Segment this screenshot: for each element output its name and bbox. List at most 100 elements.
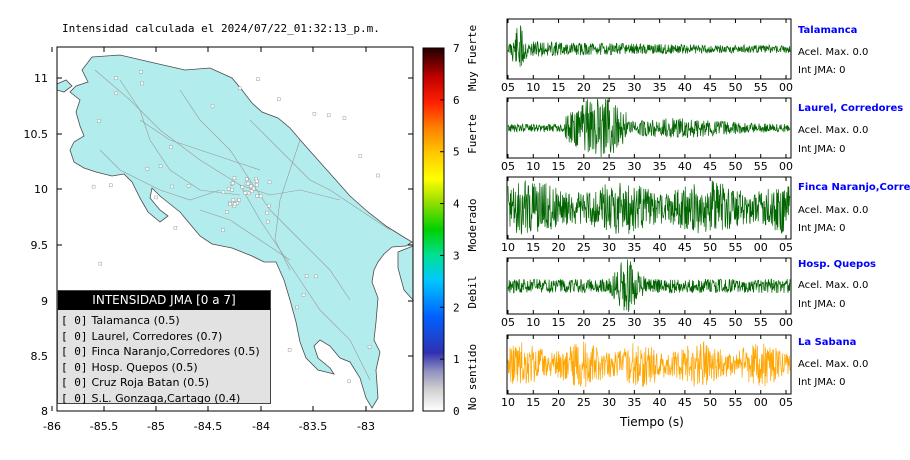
town-dot [267,203,271,208]
town-dot [225,210,229,214]
trace-station-name: La Sabana [798,337,857,348]
legend-row: [ 0] Cruz Roja Batan (0.5) [61,376,210,389]
town-dot [109,183,113,188]
map-title: Intensidad calculada el 2024/07/22_01:32… [62,22,380,35]
town-dot [98,261,103,266]
town-dot [221,228,225,232]
town-dot [173,226,178,230]
town-dot [277,97,281,101]
legend-row: [ 0] S.L. Gonzaga,Cartago (0.4) [61,391,241,405]
colorbar-tick-label: 1 [453,353,460,366]
colorbar-tick-label: 5 [453,146,460,159]
x-tick-label: -85 [147,420,165,433]
town-dot [170,184,174,189]
trace-int-jma: Int JMA: 0 [798,223,846,234]
town-dot [347,379,351,384]
legend-row: [ 0] Finca Naranjo,Corredores (0.5) [61,345,260,358]
town-dot [154,195,158,200]
town-dot [232,176,237,180]
legend-row: [ 0] Hosp. Quepos (0.5) [61,360,198,374]
trace-acel-max: Acel. Max. 0.0 [798,280,869,291]
town-dot [186,184,191,188]
trace-acel-max: Acel. Max. 0.0 [798,359,869,370]
town-dot [295,305,299,310]
intensity-legend: INTENSIDAD JMA [0 a 7] [ 0] Talamanca (0.… [57,290,271,406]
town-dot [228,202,232,206]
town-dot [97,119,101,123]
neighbor-land [397,245,414,302]
town-dot [114,76,118,80]
town-dot [358,154,363,158]
trace-station-name: Hosp. Quepos [798,259,877,270]
y-tick-label: 8.5 [31,350,49,363]
town-dot [304,274,309,278]
colorbar-tick-label: 0 [453,405,460,418]
town-dot [256,77,260,81]
map-x-axis: -86 -85.5 -85 -84.5 -84 -83.5 -83 [43,47,375,433]
town-dot [237,198,241,202]
traces-x-axis-title: Tiempo (s) [620,415,684,429]
x-tick-label: -84.5 [194,420,222,433]
y-tick-label: 9.5 [31,239,49,252]
y-tick-label: 11 [34,72,48,85]
trace-int-jma: Int JMA: 0 [798,65,846,76]
town-dot [287,348,292,352]
trace-int-jma: Int JMA: 0 [798,144,846,155]
town-dot [250,189,254,193]
x-tick-label: -85.5 [90,420,118,433]
town-dot [245,177,249,181]
trace-station-name: Finca Naranjo,Corredores [798,182,910,193]
town-dot [312,111,317,116]
colorbar-category-label: No sentido [466,344,479,410]
town-dot [255,183,259,187]
y-tick-label: 8 [41,405,48,418]
y-tick-label: 10 [34,183,48,196]
colorbar-tick-label: 3 [453,249,460,262]
town-dot [342,116,347,120]
town-dot [139,70,143,74]
town-dot [314,274,318,279]
colorbar-category-label: Muy Fuerte [466,25,479,91]
town-dot [145,167,150,171]
legend-title: INTENSIDAD JMA [0 a 7] [58,291,270,310]
town-dot [238,86,242,90]
town-dot [367,345,372,349]
town-dot [221,190,226,194]
town-dot [231,197,236,202]
town-dot [245,181,250,186]
town-dot [158,164,163,168]
town-dot [243,191,248,195]
x-tick-label: -83 [357,420,375,433]
x-tick-label: -84 [252,420,270,433]
town-dot [251,186,256,191]
colorbar-category-label: Moderado [466,199,479,252]
trace-acel-max: Acel. Max. 0.0 [798,205,869,216]
trace-acel-max: Acel. Max. 0.0 [798,125,869,136]
town-dot [91,184,96,189]
town-dot [233,202,237,206]
y-tick-label: 9 [41,295,48,308]
trace-int-jma: Int JMA: 0 [798,377,846,388]
trace-station-name: Talamanca [798,25,858,36]
town-dot [265,210,269,215]
colorbar-category-label: Debil [466,275,479,308]
legend-row: [ 0] Laurel, Corredores (0.7) [61,329,223,343]
town-dot [301,293,306,297]
town-dot [376,173,380,178]
town-dot [226,187,231,191]
town-dot [267,180,272,184]
legend-rows: [ 0] Talamanca (0.5) [ 0] Laurel, Corredor… [61,313,260,406]
town-dot [114,91,119,96]
legend-row: [ 0] Talamanca (0.5) [61,314,180,327]
trace-int-jma: Int JMA: 0 [798,299,846,310]
colorbar-tick-label: 7 [453,42,460,55]
colorbar-category-label: Fuerte [466,114,479,154]
trace-station-name: Laurel, Corredores [798,103,904,114]
colorbar-tick-label: 2 [453,301,460,314]
map-y-axis: 11 10.5 10 9.5 9 8.5 8 [24,72,413,418]
trace-acel-max: Acel. Max. 0.0 [798,47,869,58]
costa-rica-landmass [69,54,413,409]
town-dot [210,104,215,109]
town-dot [249,184,253,189]
colorbar-gradient [422,47,445,412]
